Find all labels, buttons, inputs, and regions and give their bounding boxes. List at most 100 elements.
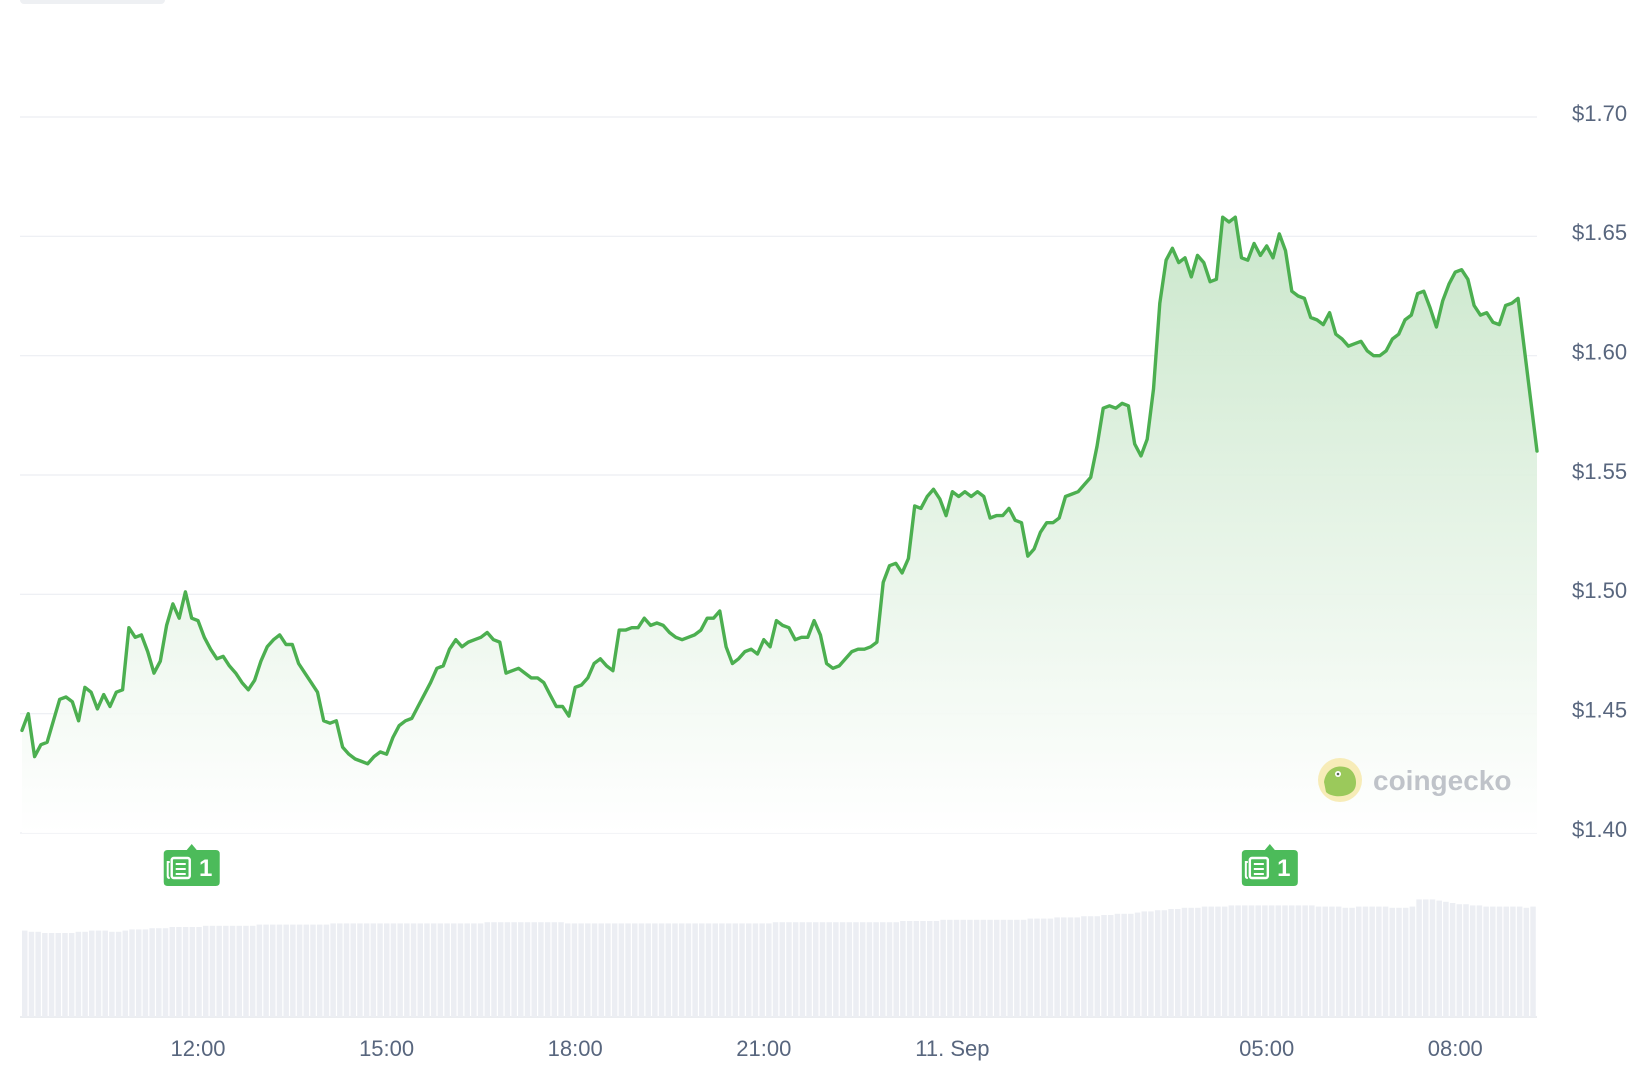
volume-bar (1490, 906, 1496, 1017)
volume-bar (920, 921, 926, 1017)
volume-bar (1134, 912, 1141, 1017)
volume-bar (290, 924, 296, 1017)
volume-bar (1510, 906, 1516, 1017)
volume-bar (994, 919, 1000, 1017)
volume-bar (1423, 899, 1429, 1017)
volume-bar (55, 933, 62, 1017)
volume-bar (511, 922, 517, 1017)
volume-bar (759, 923, 765, 1017)
volume-bar (967, 919, 973, 1017)
volume-bar (752, 923, 759, 1017)
x-tick-label: 11. Sep (915, 1036, 989, 1061)
volume-bar (156, 928, 162, 1017)
volume-bar (1302, 905, 1308, 1017)
news-marker[interactable]: 1 (1241, 844, 1298, 886)
gecko-head-shape (1324, 766, 1356, 797)
volume-bar (1523, 907, 1530, 1017)
volume-bar (209, 925, 216, 1017)
price-line[interactable] (20, 215, 1539, 766)
volume-bar (1047, 918, 1054, 1017)
volume-bar (196, 927, 202, 1017)
volume-bar (424, 923, 430, 1017)
volume-bar (1228, 905, 1235, 1017)
volume-bar (658, 923, 665, 1017)
volume-bar (1476, 905, 1483, 1017)
volume-bar (926, 921, 933, 1017)
volume-bar (518, 922, 524, 1017)
volume-bar (68, 933, 75, 1017)
volume-bar (813, 922, 819, 1017)
volume-bar (142, 929, 149, 1017)
volume-bar (692, 923, 698, 1017)
volume-bar (1282, 905, 1288, 1017)
volume-bar (806, 922, 812, 1017)
volume-bar (28, 931, 35, 1017)
volume-bar (719, 923, 725, 1017)
volume-bar (451, 923, 457, 1017)
volume-bar (404, 923, 410, 1017)
volume-bar (1141, 911, 1147, 1017)
x-tick-label: 15:00 (359, 1036, 414, 1061)
volume-bar (1201, 906, 1208, 1017)
volume-bar (477, 923, 484, 1017)
volume-bar (1463, 904, 1469, 1017)
volume-bar (263, 924, 269, 1017)
volume-bar (1288, 905, 1295, 1017)
volume-bar (1496, 906, 1503, 1017)
volume-bar (397, 923, 403, 1017)
volume-bar (48, 933, 55, 1017)
volume-bar (417, 923, 424, 1017)
volume-bar (471, 923, 477, 1017)
volume-bar (544, 922, 551, 1017)
volume-bar (772, 922, 779, 1017)
price-area-fill (22, 217, 1537, 833)
volume-bar (940, 919, 946, 1017)
volume-bar (457, 923, 464, 1017)
volume-bar (350, 923, 356, 1017)
volume-bar (846, 922, 853, 1017)
volume-bar (1402, 907, 1409, 1017)
volume-bar (960, 919, 966, 1017)
volume-bar (182, 927, 189, 1017)
volume-bar (249, 925, 256, 1017)
volume-bar (176, 927, 182, 1017)
volume-bar (839, 922, 846, 1017)
volume-bar (1503, 906, 1509, 1017)
volume-bar (779, 922, 786, 1017)
x-tick-label: 08:00 (1428, 1036, 1483, 1061)
volume-bar (933, 921, 940, 1017)
volume-bar (685, 923, 692, 1017)
volume-bar (390, 923, 397, 1017)
volume-bar (122, 930, 129, 1017)
news-marker[interactable]: 1 (163, 844, 220, 886)
volume-bar (1449, 903, 1456, 1017)
newspaper-icon (1244, 856, 1270, 880)
volume-bar (1215, 906, 1221, 1017)
volume-bar (1530, 906, 1536, 1017)
volume-bar (1195, 907, 1201, 1017)
volume-bar (1456, 904, 1463, 1017)
volume-bar (1067, 917, 1074, 1017)
volume-bar (1188, 907, 1194, 1017)
y-tick-label: $1.65 (1572, 220, 1627, 245)
volume-bar (524, 922, 531, 1017)
volume-bar (1389, 907, 1396, 1017)
volume-bar (149, 928, 155, 1017)
volume-bar (1161, 910, 1168, 1017)
volume-bar (62, 933, 68, 1017)
volume-bar (1154, 910, 1161, 1017)
volume-bar (1175, 909, 1181, 1017)
volume-bar (1242, 905, 1248, 1017)
volume-bar (216, 925, 222, 1017)
volume-bar (162, 928, 169, 1017)
x-tick-label: 21:00 (736, 1036, 791, 1061)
volume-bar (578, 923, 584, 1017)
volume-bar (1329, 906, 1335, 1017)
volume-bar (564, 923, 571, 1017)
volume-bar (1309, 905, 1315, 1017)
volume-bar (585, 923, 591, 1017)
volume-bar (1362, 906, 1369, 1017)
volume-bar (605, 923, 611, 1017)
